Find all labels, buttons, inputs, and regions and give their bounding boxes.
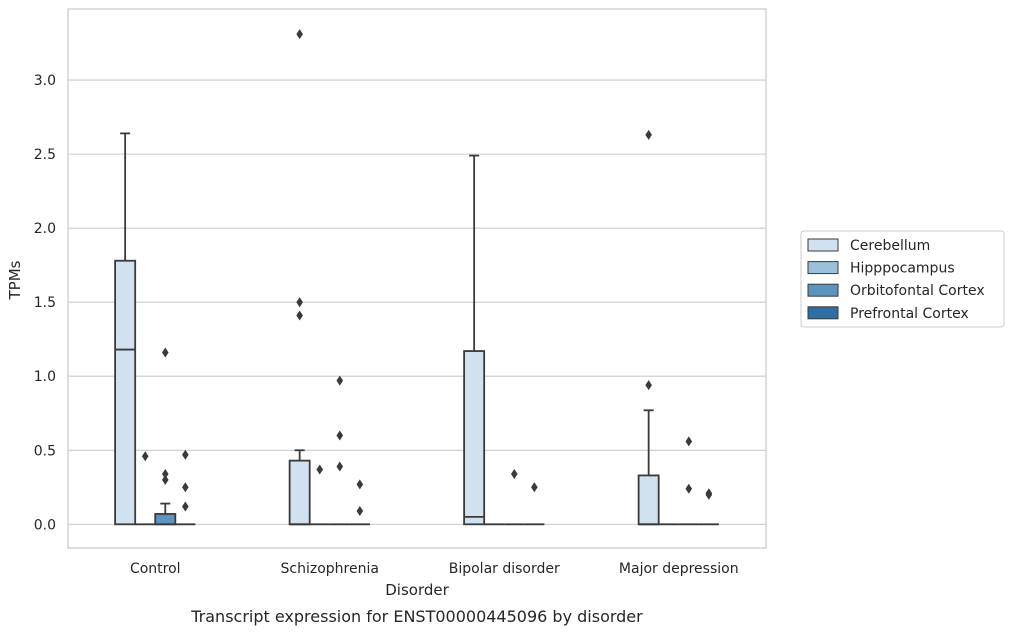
- box-body: [154, 513, 177, 526]
- box-body: [114, 259, 137, 526]
- legend-swatch: [807, 283, 839, 297]
- outlier-point: [645, 380, 652, 391]
- box-mark: [288, 29, 311, 526]
- outlier-point: [531, 482, 538, 493]
- legend: Cerebellum Hipppocampus Orbitofontal Corte…: [800, 230, 1005, 328]
- grid-layer: [68, 79, 766, 525]
- y-tick-label: 1.0: [34, 369, 56, 385]
- x-tick-label: Schizophrenia: [281, 561, 379, 577]
- box-mark: [114, 132, 137, 526]
- legend-item: Prefrontal Cortex: [807, 306, 969, 322]
- box-body: [288, 459, 311, 526]
- box-mark: [463, 154, 486, 526]
- y-tick-label: 3.0: [34, 73, 56, 89]
- y-tick-label: 0.5: [34, 443, 56, 459]
- outlier-point: [296, 297, 303, 308]
- legend-label: Hipppocampus: [850, 261, 955, 277]
- y-tick-label: 1.5: [34, 295, 56, 311]
- outlier-point: [336, 375, 344, 386]
- outlier-point: [336, 430, 344, 441]
- legend-swatch: [807, 238, 839, 252]
- outlier-point: [356, 505, 364, 516]
- box-mark: [154, 347, 177, 526]
- legend-item: Hipppocampus: [807, 261, 955, 277]
- box-mark: [504, 468, 525, 526]
- box-mark: [175, 449, 196, 526]
- outlier-point: [296, 310, 303, 321]
- outlier-point: [182, 482, 189, 493]
- legend-swatch: [807, 261, 839, 275]
- outlier-point: [685, 483, 693, 494]
- outlier-point: [141, 451, 149, 462]
- outlier-point: [316, 464, 324, 475]
- outlier-point: [356, 479, 364, 490]
- box-mark: [349, 479, 370, 526]
- legend-item: Cerebellum: [807, 238, 930, 254]
- outlier-point: [182, 501, 189, 512]
- box-body: [637, 474, 660, 526]
- box-mark: [309, 464, 330, 526]
- box-mark: [698, 488, 719, 526]
- x-tick-label: Bipolar disorder: [449, 561, 560, 577]
- legend-swatch: [807, 306, 839, 320]
- box-mark: [524, 482, 545, 526]
- box-mark: [329, 375, 350, 526]
- x-axis-label: Disorder: [385, 581, 449, 599]
- box-mark: [678, 436, 699, 526]
- outlier-point: [161, 468, 169, 479]
- plot-frame: [67, 8, 767, 549]
- y-tick-label: 2.5: [34, 147, 56, 163]
- x-tick-label: Major depression: [619, 561, 739, 577]
- x-tick-label: Control: [130, 561, 181, 577]
- legend-label: Prefrontal Cortex: [850, 306, 969, 322]
- legend-label: Cerebellum: [850, 238, 930, 254]
- box-body: [463, 350, 486, 526]
- y-tick-label: 2.0: [34, 221, 56, 237]
- box-mark: [135, 451, 156, 526]
- outlier-point: [645, 129, 652, 140]
- x-tick-labels: Control Schizophrenia Bipolar disorder Majo…: [130, 561, 739, 577]
- box-layer: [114, 29, 719, 526]
- outlier-point: [161, 474, 169, 485]
- legend-item: Orbitofontal Cortex: [807, 283, 985, 299]
- figure-caption: Transcript expression for ENST0000044509…: [190, 607, 643, 626]
- box-mark: [637, 129, 660, 526]
- outlier-point: [705, 488, 713, 499]
- outlier-point: [296, 29, 303, 40]
- outlier-point: [182, 449, 189, 460]
- outlier-point: [336, 461, 344, 472]
- y-tick-label: 0.0: [34, 517, 56, 533]
- outlier-point: [161, 347, 169, 358]
- outlier-point: [685, 436, 693, 447]
- y-tick-labels: 0.0 0.5 1.0 1.5 2.0 2.5 3.0: [34, 73, 56, 533]
- y-axis-label: TPMs: [6, 260, 24, 300]
- outlier-point: [510, 468, 518, 479]
- legend-label: Orbitofontal Cortex: [850, 283, 985, 299]
- legend-frame: [800, 230, 1005, 328]
